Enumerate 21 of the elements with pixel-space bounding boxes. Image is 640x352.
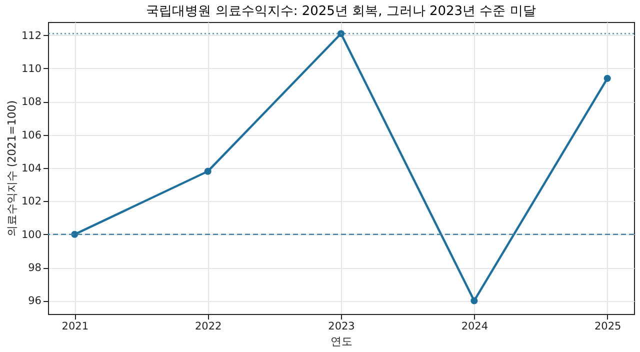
point <box>204 168 212 175</box>
y-tick-label: 108 <box>21 96 42 108</box>
y-tick-label: 102 <box>21 196 42 208</box>
x-tick-label: 2023 <box>328 320 355 332</box>
y-tick-label: 112 <box>21 30 42 42</box>
y-axis-title: 의료수익지수 (2021=100) <box>5 100 18 237</box>
chart-title: 국립대병원 의료수익지수: 2025년 회복, 그러나 2023년 수준 미달 <box>146 4 536 19</box>
y-tick-label: 98 <box>28 262 42 274</box>
point <box>470 297 478 304</box>
x-tick-label: 2024 <box>461 320 488 332</box>
y-tick-label: 106 <box>21 129 42 142</box>
x-tick-label: 2021 <box>62 320 89 332</box>
point <box>604 74 611 82</box>
y-tick-label: 100 <box>21 228 42 241</box>
y-tick-label: 110 <box>21 62 42 75</box>
y-tick-label: 96 <box>28 295 42 308</box>
x-axis-title: 연도 <box>330 335 352 348</box>
x-tick-label: 2025 <box>594 320 622 332</box>
point <box>337 30 345 38</box>
x-tick-label: 2022 <box>194 320 222 332</box>
y-tick-label: 104 <box>21 162 42 174</box>
